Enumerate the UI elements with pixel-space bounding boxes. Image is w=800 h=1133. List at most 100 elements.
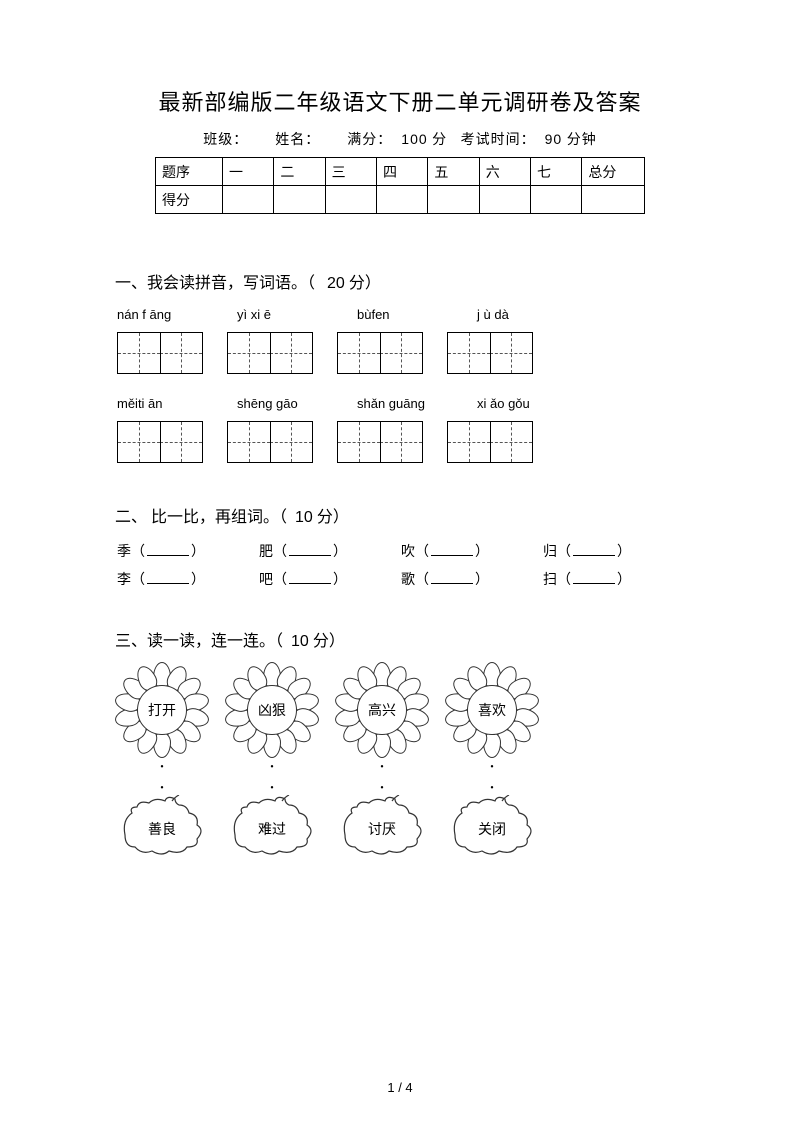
boxes-row — [117, 421, 685, 463]
char-box — [447, 332, 533, 374]
full-value: 100 — [401, 131, 427, 147]
compare-item: 李（） — [117, 569, 259, 589]
leaf-label: 关闭 — [478, 819, 506, 839]
compare-row: 李（） 吧（） 歌（） 扫（） — [117, 569, 685, 589]
flower-icon: 高兴• — [337, 665, 427, 755]
compare-item: 吧（） — [259, 569, 401, 589]
flower-icon: 打开• — [117, 665, 207, 755]
char: 肥 — [259, 541, 273, 561]
dot-icon: • — [380, 762, 384, 773]
table-row: 题序 一 二 三 四 五 六 七 总分 — [156, 158, 645, 186]
heading-end: 分） — [313, 633, 345, 650]
heading-text: 一、我会读拼音，写词语。（ — [115, 275, 315, 292]
cell: 得分 — [156, 186, 223, 214]
leaf-label: 善良 — [148, 819, 176, 839]
pinyin: bùfen — [357, 307, 443, 322]
char-box — [337, 421, 423, 463]
time-value: 90 — [545, 131, 563, 147]
compare-item: 肥（） — [259, 541, 401, 561]
char: 扫 — [543, 569, 557, 589]
section1-heading: 一、我会读拼音，写词语。（ 20 分） — [115, 269, 685, 293]
compare-item: 归（） — [543, 541, 685, 561]
heading-text: 三、读一读，连一连。（ — [115, 633, 283, 650]
blank — [431, 544, 473, 556]
dot-icon: • — [380, 783, 384, 794]
cell: 四 — [377, 158, 428, 186]
dot-icon: • — [160, 783, 164, 794]
blank — [289, 572, 331, 584]
cell — [377, 186, 428, 214]
cell: 题序 — [156, 158, 223, 186]
leaf-icon: 讨厌• — [337, 795, 427, 857]
flower-icon: 喜欢• — [447, 665, 537, 755]
cell: 一 — [222, 158, 273, 186]
heading-text: 二、 比一比，再组词。（ — [115, 509, 287, 526]
full-label: 满分： — [347, 133, 392, 148]
boxes-row — [117, 332, 685, 374]
dot-icon: • — [490, 783, 494, 794]
pinyin: xi ǎo gǒu — [477, 396, 563, 411]
blank — [147, 572, 189, 584]
dot-icon: • — [270, 762, 274, 773]
compare-item: 扫（） — [543, 569, 685, 589]
blank — [147, 544, 189, 556]
leaf-label: 讨厌 — [368, 819, 396, 839]
time-label: 考试时间： — [461, 133, 536, 148]
pinyin: měiti ān — [117, 396, 203, 411]
leaf-icon: 关闭• — [447, 795, 537, 857]
pinyin: shēng gāo — [237, 396, 323, 411]
flower-label: 高兴 — [357, 685, 407, 735]
leaf-icon: 善良• — [117, 795, 207, 857]
section2-heading: 二、 比一比，再组词。（ 10 分） — [115, 503, 685, 527]
pinyin: nán f āng — [117, 307, 203, 322]
leaf-icon: 难过• — [227, 795, 317, 857]
cell — [582, 186, 645, 214]
section3-heading: 三、读一读，连一连。（ 10 分） — [115, 627, 685, 651]
cell: 七 — [531, 158, 582, 186]
cell — [222, 186, 273, 214]
leaves-row: 善良• 难过• 讨厌• 关闭• — [117, 795, 685, 857]
dot-icon: • — [160, 762, 164, 773]
compare-item: 歌（） — [401, 569, 543, 589]
page-footer: 1 / 4 — [387, 1080, 412, 1095]
heading-end: 分） — [317, 509, 349, 526]
cell: 三 — [325, 158, 376, 186]
flower-label: 凶狠 — [247, 685, 297, 735]
blank — [573, 544, 615, 556]
char: 吹 — [401, 541, 415, 561]
char: 吧 — [259, 569, 273, 589]
char-box — [227, 421, 313, 463]
name-label: 姓名： — [275, 133, 320, 148]
char-box — [447, 421, 533, 463]
flowers-row: 打开•凶狠•高兴•喜欢• — [117, 665, 685, 755]
compare-item: 季（） — [117, 541, 259, 561]
char-box — [227, 332, 313, 374]
score-table: 题序 一 二 三 四 五 六 七 总分 得分 — [155, 157, 645, 214]
blank — [289, 544, 331, 556]
char-box — [337, 332, 423, 374]
cell: 六 — [479, 158, 530, 186]
char: 归 — [543, 541, 557, 561]
pinyin: yì xi ē — [237, 307, 323, 322]
blank — [573, 572, 615, 584]
pinyin: shǎn guāng — [357, 396, 443, 411]
pinyin-row: nán f āng yì xi ē bùfen j ù dà — [117, 307, 685, 322]
compare-item: 吹（） — [401, 541, 543, 561]
leaf-label: 难过 — [258, 819, 286, 839]
char: 李 — [117, 569, 131, 589]
char-box — [117, 421, 203, 463]
cell — [531, 186, 582, 214]
char-box — [117, 332, 203, 374]
heading-points: 20 — [327, 275, 345, 292]
dot-icon: • — [490, 762, 494, 773]
cell: 二 — [274, 158, 325, 186]
dot-icon: • — [270, 783, 274, 794]
pinyin-row: měiti ān shēng gāo shǎn guāng xi ǎo gǒu — [117, 396, 685, 411]
compare-row: 季（） 肥（） 吹（） 归（） — [117, 541, 685, 561]
char: 季 — [117, 541, 131, 561]
info-line: 班级： 姓名： 满分： 100 分 考试时间： 90 分钟 — [115, 129, 685, 149]
cell — [325, 186, 376, 214]
flower-icon: 凶狠• — [227, 665, 317, 755]
cell — [479, 186, 530, 214]
cell — [274, 186, 325, 214]
